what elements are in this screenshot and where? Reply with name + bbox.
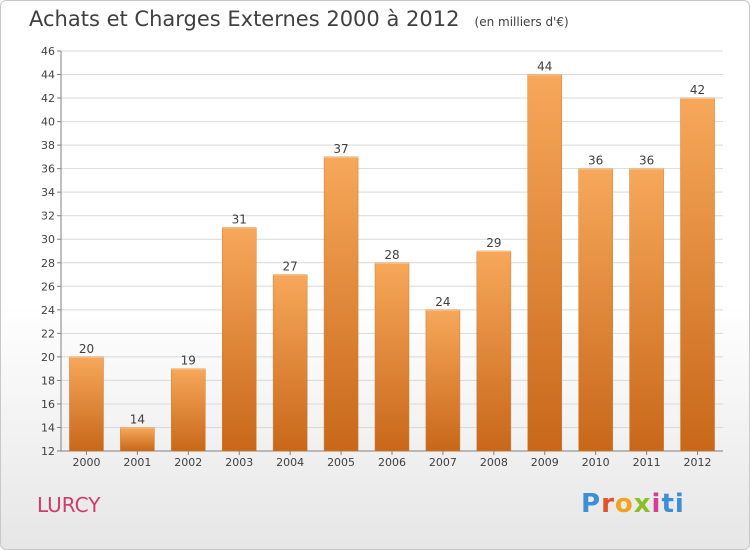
bar <box>374 262 410 452</box>
title-row: Achats et Charges Externes 2000 à 2012 (… <box>29 7 569 31</box>
y-tick-label: 20 <box>41 351 55 364</box>
x-tick-label: 2002 <box>174 456 202 469</box>
bar <box>629 168 664 452</box>
y-tick-label: 14 <box>41 421 55 434</box>
bar <box>323 156 359 452</box>
bar <box>69 356 104 452</box>
bar <box>527 74 563 452</box>
data-label: 44 <box>537 60 552 74</box>
x-tick-label: 2000 <box>72 456 100 469</box>
data-label: 27 <box>283 260 298 274</box>
data-label: 28 <box>384 248 399 262</box>
bar <box>578 168 613 452</box>
bar <box>120 427 155 452</box>
bar <box>221 227 257 452</box>
y-tick-label: 18 <box>41 374 55 387</box>
y-tick-label: 30 <box>41 233 55 246</box>
y-tick-label: 32 <box>41 210 55 223</box>
y-tick-label: 34 <box>41 186 55 199</box>
y-tick-label: 22 <box>41 327 55 340</box>
proxiti-logo: Proxiti <box>581 489 685 519</box>
x-tick-label: 2001 <box>123 456 151 469</box>
x-tick-label: 2011 <box>633 456 661 469</box>
x-tick-label: 2012 <box>684 456 712 469</box>
data-label: 29 <box>486 236 501 250</box>
bar <box>272 274 308 452</box>
y-tick-label: 24 <box>41 304 55 317</box>
bar <box>425 309 461 452</box>
data-label: 20 <box>79 342 94 356</box>
x-tick-label: 2005 <box>327 456 355 469</box>
y-tick-label: 36 <box>41 163 55 176</box>
data-label: 42 <box>690 83 705 97</box>
bar <box>680 97 715 452</box>
y-tick-label: 44 <box>41 69 55 82</box>
y-tick-label: 16 <box>41 398 55 411</box>
data-label: 19 <box>181 354 196 368</box>
y-tick-label: 28 <box>41 257 55 270</box>
x-tick-label: 2003 <box>225 456 253 469</box>
commune-name: LURCY <box>37 493 101 517</box>
bar <box>476 250 512 452</box>
y-tick-label: 26 <box>41 280 55 293</box>
x-tick-label: 2004 <box>276 456 304 469</box>
chart-title: Achats et Charges Externes 2000 à 2012 <box>29 7 460 31</box>
y-tick-label: 42 <box>41 92 55 105</box>
y-tick-label: 12 <box>41 445 55 458</box>
x-tick-label: 2009 <box>531 456 559 469</box>
x-tick-label: 2007 <box>429 456 457 469</box>
chart-subtitle: (en milliers d'€) <box>474 15 569 29</box>
x-tick-label: 2010 <box>582 456 610 469</box>
data-label: 14 <box>130 412 145 426</box>
data-label: 36 <box>588 154 603 168</box>
y-tick-label: 46 <box>41 45 55 58</box>
x-tick-label: 2008 <box>480 456 508 469</box>
x-tick-label: 2006 <box>378 456 406 469</box>
data-label: 24 <box>435 295 450 309</box>
data-label: 36 <box>639 154 654 168</box>
y-tick-label: 40 <box>41 116 55 129</box>
data-label: 37 <box>333 142 348 156</box>
bar <box>171 368 206 452</box>
y-tick-label: 38 <box>41 139 55 152</box>
data-label: 31 <box>232 212 247 226</box>
